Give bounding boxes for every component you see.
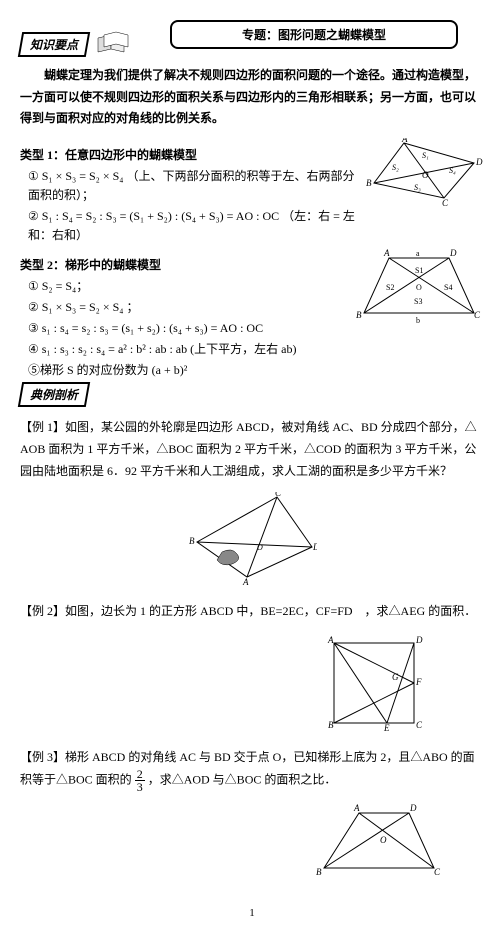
- knowledge-tag-text: 知识要点: [30, 36, 78, 53]
- type2-formula5: ⑤梯形 S 的对应份数为 (a + b)²: [28, 361, 354, 380]
- svg-text:B: B: [189, 536, 195, 546]
- type2-title: 类型 2：梯形中的蝴蝶模型: [20, 256, 354, 273]
- examples-tag: 典例剖析: [18, 382, 90, 407]
- svg-text:S₄: S₄: [449, 166, 456, 175]
- svg-text:a: a: [416, 249, 420, 258]
- svg-text:D: D: [409, 803, 417, 813]
- examples-tag-row: 典例剖析: [20, 382, 484, 407]
- svg-text:A: A: [327, 635, 334, 645]
- example2-diagram-wrap: A D B C E F G: [20, 633, 484, 737]
- example3: 【例 3】梯形 ABCD 的对角线 AC 与 BD 交于点 O，已知梯形上底为 …: [20, 747, 484, 794]
- example3-diagram: A D B C O: [314, 803, 444, 883]
- type2-formula3: ③ s₁ : s₄ = s₂ : s₃ = (s₁ + s₂) : (s₄ + …: [28, 319, 354, 338]
- svg-text:S3: S3: [414, 297, 422, 306]
- examples-tag-text: 典例剖析: [30, 386, 78, 403]
- frac-num: 2: [135, 768, 145, 781]
- example2: 【例 2】如图，边长为 1 的正方形 ABCD 中，BE=2EC，CF=FD ，…: [20, 601, 484, 623]
- type1-section: 类型 1：任意四边形中的蝴蝶模型 ① S₁ × S₃ = S₂ × S₄ （上、…: [20, 138, 484, 248]
- title-banner: 专题：图形问题之蝴蝶模型: [170, 20, 458, 49]
- svg-text:D: D: [312, 542, 317, 552]
- svg-text:A: A: [353, 803, 360, 813]
- svg-text:O: O: [257, 543, 263, 552]
- svg-text:G: G: [392, 672, 399, 682]
- frac-den: 3: [135, 781, 145, 793]
- intro-text: 蝴蝶定理为我们提供了解决不规则四边形的面积问题的一个途径。通过构造模型，一方面可…: [20, 65, 484, 130]
- svg-text:O: O: [422, 170, 429, 180]
- type2-formula2: ② S₁ × S₃ = S₂ × S₄ ；: [28, 298, 354, 317]
- example2-diagram: A D B C E F G: [324, 633, 424, 733]
- svg-text:B: B: [366, 178, 372, 188]
- svg-text:S4: S4: [444, 283, 452, 292]
- type1-title: 类型 1：任意四边形中的蝴蝶模型: [20, 146, 364, 163]
- fraction: 23: [135, 768, 145, 793]
- svg-text:A: A: [401, 138, 408, 144]
- type2-formula4: ④ s₁ : s₃ : s₂ : s₄ = a² : b² : ab : ab …: [28, 340, 354, 359]
- svg-text:F: F: [415, 677, 422, 687]
- svg-text:S₃: S₃: [414, 183, 421, 192]
- svg-text:C: C: [416, 720, 423, 730]
- svg-text:A: A: [383, 248, 390, 258]
- header-row: 知识要点 专题：图形问题之蝴蝶模型: [20, 20, 484, 57]
- svg-text:S₂: S₂: [392, 163, 399, 172]
- books-icon: [96, 27, 136, 57]
- svg-text:C: C: [434, 867, 441, 877]
- example1-diagram-wrap: C D A B O: [20, 492, 484, 591]
- svg-text:D: D: [415, 635, 423, 645]
- type2-formula1: ① S₂ = S₄；: [28, 277, 354, 296]
- svg-text:C: C: [474, 310, 481, 320]
- trapezoid-diagram: A D B C a b S1 S2 S3 S4 O: [354, 248, 484, 328]
- knowledge-tag: 知识要点: [18, 32, 90, 57]
- svg-text:O: O: [416, 283, 422, 292]
- quadrilateral-diagram: A D C B O S₁ S₂ S₃ S₄: [364, 138, 484, 208]
- example3-diagram-wrap: A D B C O: [20, 803, 484, 887]
- svg-text:b: b: [416, 316, 420, 325]
- example3-part2: ，求△AOD 与△BOC 的面积之比．: [148, 773, 337, 787]
- page-number: 1: [20, 907, 484, 919]
- type1-formula2: ② S₁ : S₄ = S₂ : S₃ = (S₁ + S₂) : (S₄ + …: [28, 207, 364, 245]
- svg-text:D: D: [449, 248, 457, 258]
- svg-text:B: B: [356, 310, 362, 320]
- type1-formula1: ① S₁ × S₃ = S₂ × S₄ （上、下两部分面积的积等于左、右两部分面…: [28, 167, 364, 205]
- svg-text:S2: S2: [386, 283, 394, 292]
- type2-section: 类型 2：梯形中的蝴蝶模型 ① S₂ = S₄； ② S₁ × S₃ = S₂ …: [20, 248, 484, 383]
- example1-diagram: C D A B O: [187, 492, 317, 587]
- svg-text:B: B: [316, 867, 322, 877]
- svg-text:E: E: [383, 723, 390, 733]
- svg-text:B: B: [328, 720, 334, 730]
- svg-text:D: D: [475, 157, 483, 167]
- svg-text:C: C: [275, 492, 282, 498]
- svg-text:O: O: [380, 835, 387, 845]
- svg-text:C: C: [442, 198, 449, 208]
- example1: 【例 1】如图，某公园的外轮廓是四边形 ABCD，被对角线 AC、BD 分成四个…: [20, 417, 484, 482]
- svg-text:S₁: S₁: [422, 151, 429, 160]
- svg-text:A: A: [242, 577, 249, 587]
- svg-text:S1: S1: [415, 266, 423, 275]
